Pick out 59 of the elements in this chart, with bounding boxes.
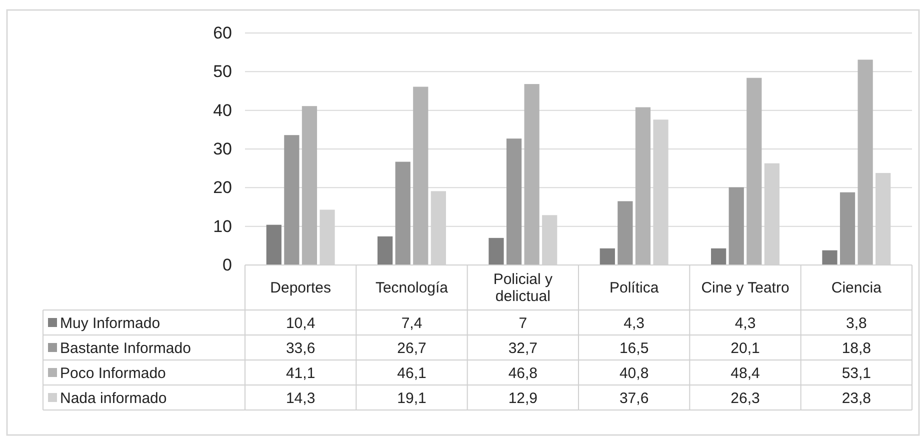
data-label: 4,3	[734, 315, 756, 332]
data-label: 14,3	[286, 390, 316, 407]
data-label: 53,1	[842, 365, 872, 382]
legend-label: Bastante Informado	[60, 340, 191, 357]
bar	[488, 238, 504, 265]
data-label: 41,1	[286, 365, 316, 382]
data-label: 26,7	[397, 340, 426, 357]
bar	[506, 138, 522, 265]
data-label: 16,5	[619, 340, 649, 357]
bar	[840, 192, 856, 265]
x-tick-label: Política	[609, 280, 660, 296]
data-label: 19,1	[397, 390, 426, 407]
data-label: 40,8	[619, 365, 649, 382]
bar	[858, 60, 873, 265]
x-tick-label: Deportes	[270, 280, 332, 296]
data-label: 4,3	[624, 315, 645, 332]
data-label: 46,8	[508, 365, 538, 382]
data-label: 3,8	[846, 315, 867, 332]
bar	[395, 162, 410, 265]
data-label: 7,4	[401, 315, 422, 332]
data-label: 37,6	[619, 390, 649, 407]
legend-label: Nada informado	[60, 390, 167, 407]
bar	[618, 201, 633, 265]
data-label: 20,1	[730, 340, 760, 357]
bar	[711, 248, 726, 265]
y-tick-label: 0	[222, 255, 232, 274]
bar	[635, 107, 651, 265]
bar	[413, 86, 428, 265]
x-tick-label: Policial y delictual	[493, 271, 554, 305]
x-tick-label: Tecnología	[375, 280, 449, 296]
y-tick-label: 10	[213, 216, 232, 236]
x-tick-label: Ciencia	[831, 280, 882, 296]
bar	[266, 224, 282, 265]
x-tick-label: Cine y Teatro	[701, 280, 790, 296]
legend-label: Poco Informado	[60, 365, 166, 382]
data-label: 32,7	[508, 340, 538, 357]
data-label: 48,4	[730, 365, 760, 382]
bar	[822, 250, 838, 265]
bar	[746, 78, 762, 265]
data-label: 26,3	[730, 390, 760, 407]
bar	[378, 236, 393, 265]
data-label: 18,8	[842, 340, 872, 357]
data-label: 33,6	[286, 340, 316, 357]
data-label: 23,8	[842, 390, 872, 407]
data-label: 7	[518, 315, 528, 332]
bar	[524, 84, 540, 265]
bar	[302, 106, 318, 265]
bar	[284, 135, 300, 265]
y-tick-label: 50	[213, 62, 232, 82]
y-tick-label: 60	[213, 23, 232, 42]
data-label: 46,1	[397, 365, 426, 382]
y-tick-label: 40	[213, 100, 232, 120]
bar	[600, 248, 615, 265]
legend-label: Muy Informado	[60, 315, 160, 332]
bar	[728, 187, 744, 265]
data-label: 10,4	[286, 315, 316, 332]
data-label: 12,9	[508, 390, 538, 407]
y-tick-label: 30	[213, 139, 232, 158]
y-tick-label: 20	[213, 178, 232, 198]
